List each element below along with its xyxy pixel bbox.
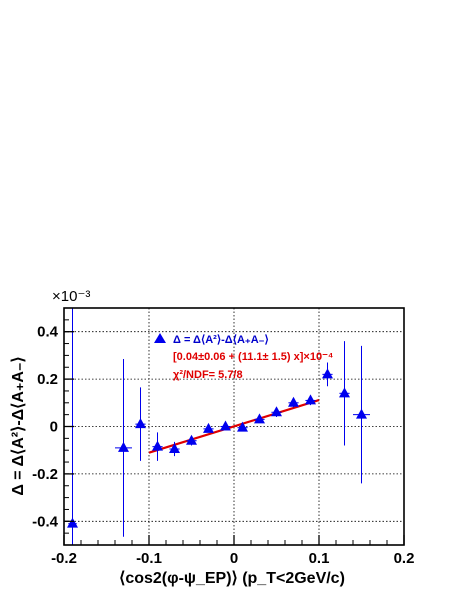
axis-ticks [63,307,405,546]
x-tick-label: 0.2 [394,550,415,567]
data-point-marker [220,420,231,431]
data-point-marker [67,517,78,528]
y-tick-label: -0.4 [32,513,59,530]
x-tick-label: 0.1 [309,550,330,567]
data-point-marker [254,413,265,424]
fit-equation-text: [0.04±0.06 + (11.1± 1.5) x]×10⁻⁴ [173,351,333,363]
y-tick-label: -0.2 [32,466,58,483]
y-tick-label: 0.4 [37,324,59,341]
tick-labels: -0.2 -0.1 0 0.1 0.2 -0.4 -0.2 0 0.2 0.4 [32,324,414,567]
data-point-marker [288,396,299,407]
data-point-marker [322,368,333,379]
fit-line [148,399,320,454]
legend-marker [154,333,166,343]
data-point-marker [186,434,197,445]
y-axis-title: Δ = Δ⟨A²⟩-Δ⟨A₊A₋⟩ [10,356,27,495]
legend: Δ = Δ⟨A²⟩-Δ⟨A₊A₋⟩ [0.04±0.06 + (11.1± 1.… [154,333,333,381]
data-point-marker [203,422,214,433]
legend-entry-label: Δ = Δ⟨A²⟩-Δ⟨A₊A₋⟩ [173,334,269,346]
data-point-marker [305,394,316,405]
x-axis-title: ⟨cos2(φ-ψ_EP)⟩ (p_T<2GeV/c) [119,570,345,587]
x-tick-label: -0.2 [51,550,77,567]
x-tick-label: -0.1 [136,550,162,567]
fit-line-group [148,399,320,454]
data-point-marker [237,421,248,432]
data-point-marker [356,408,367,419]
data-point-marker [339,387,350,398]
data-point-marker [169,443,180,454]
chi2-text: χ²/NDF= 5.7/8 [173,369,243,381]
data-point-marker [271,406,282,417]
grid-lines [64,308,404,545]
y-tick-label: 0.2 [37,371,58,388]
x-tick-label: 0 [230,550,238,567]
y-exponent-label: ×10⁻³ [52,288,90,305]
y-tick-label: 0 [50,419,58,436]
data-point-marker [135,418,146,429]
data-point-marker [118,441,129,452]
data-point-marker [152,440,163,451]
